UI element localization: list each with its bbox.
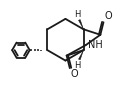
Polygon shape: [78, 19, 84, 29]
Text: H: H: [74, 10, 80, 19]
Text: H: H: [74, 61, 80, 70]
Text: O: O: [71, 69, 78, 79]
Text: NH: NH: [88, 40, 103, 50]
Text: O: O: [105, 11, 112, 21]
Polygon shape: [78, 50, 84, 60]
